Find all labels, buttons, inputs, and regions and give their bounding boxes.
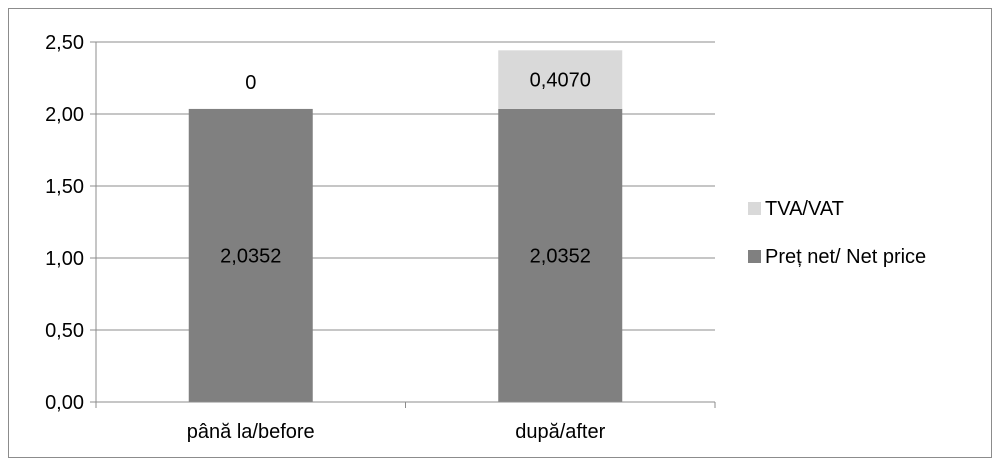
data-label: 2,0352 — [220, 245, 281, 267]
legend-swatch — [748, 250, 761, 263]
data-label: 0 — [245, 72, 256, 94]
legend-swatch — [748, 202, 761, 215]
data-label: 2,0352 — [530, 245, 591, 267]
legend: TVA/VAT Preț net/ Net price — [748, 198, 926, 268]
y-tick-label: 2,50 — [45, 32, 84, 54]
y-tick-label: 1,50 — [45, 176, 84, 198]
bar-segment — [498, 108, 623, 402]
y-tick-label: 2,00 — [45, 104, 84, 126]
data-label: 0,4070 — [530, 70, 591, 92]
legend-label: TVA/VAT — [765, 198, 844, 220]
axes: 0,00 0,50 1,00 1,50 2,00 2,50 până la/before du… — [45, 32, 716, 443]
x-tick-label: până la/before — [187, 421, 315, 443]
y-tick-label: 0,00 — [45, 392, 84, 414]
y-tick-label: 1,00 — [45, 248, 84, 270]
bar-segment — [188, 108, 313, 402]
bar-segment — [498, 50, 623, 109]
data-labels: 2,0352 0 2,0352 0,4070 — [220, 70, 591, 268]
legend-label: Preț net/ Net price — [765, 246, 926, 268]
bars — [188, 50, 623, 402]
x-tick-label: după/after — [515, 421, 605, 443]
y-tick-label: 0,50 — [45, 320, 84, 342]
